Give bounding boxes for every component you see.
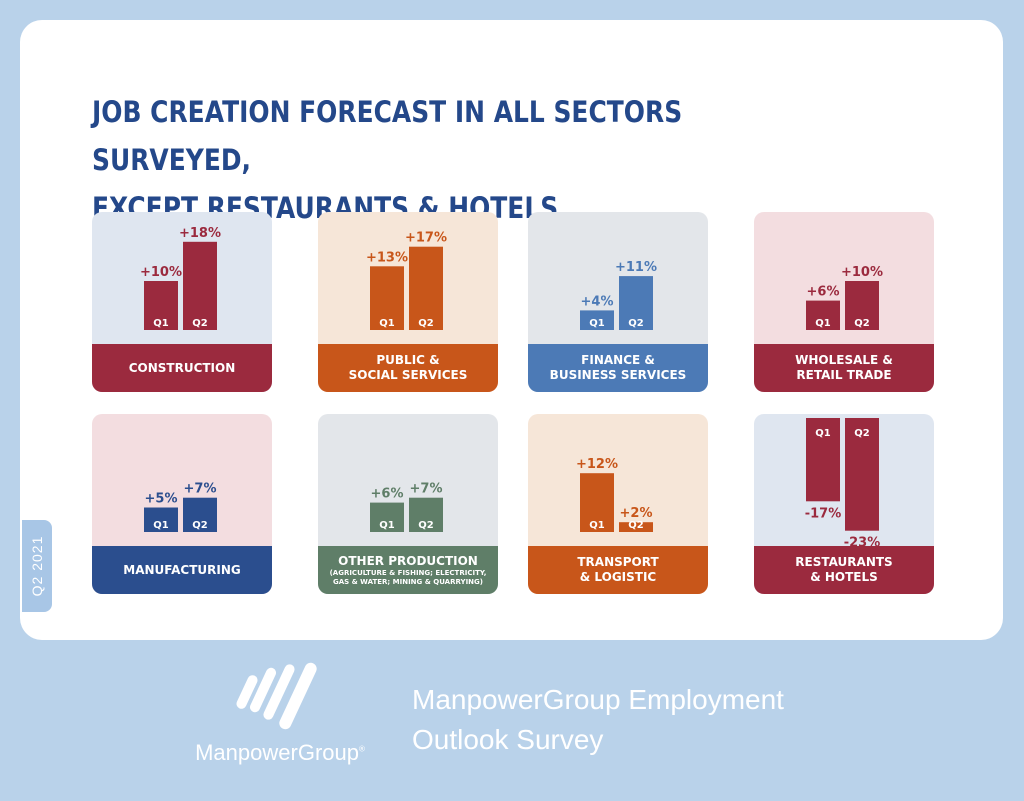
sector-label-line: RETAIL TRADE [796, 368, 892, 382]
bar-series-label: Q2 [628, 318, 644, 329]
bar-q2 [183, 241, 217, 330]
bar-series-label: Q1 [815, 318, 831, 329]
sector-panel: Q1 -17% Q2 -23% RESTAURANTS & HOTELS [754, 414, 934, 594]
bar-value-label: +2% [620, 506, 653, 521]
sector-bar-chart: Q1 +6% Q2 +7% [370, 482, 443, 532]
bar-q1 [806, 418, 840, 502]
sector-bar-chart: Q1 +13% Q2 +17% [366, 231, 447, 330]
bar-value-label: +6% [807, 285, 840, 300]
sector-bar-chart: Q1 +10% Q2 +18% [140, 226, 221, 330]
period-badge-text: Q2 2021 [29, 535, 45, 597]
sector-bar-chart: Q1 +4% Q2 +11% [580, 260, 657, 330]
bar-q2 [619, 276, 653, 330]
sector-panel: Q1 +6% Q2 +10% WHOLESALE & RETAIL TRADE [754, 212, 934, 392]
sector-panel: Q1 +5% Q2 +7% MANUFACTURING [92, 414, 272, 594]
survey-title-line-1: ManpowerGroup Employment [412, 684, 784, 715]
bar-series-label: Q1 [815, 428, 831, 439]
bar-value-label: +17% [405, 231, 447, 246]
sector-label-line: RESTAURANTS [795, 555, 893, 569]
bar-q1 [580, 473, 614, 532]
sector-bar-chart: Q1 +12% Q2+2% [576, 457, 653, 532]
sector-sublabel-line: (AGRICULTURE & FISHING; ELECTRICITY, [329, 568, 487, 577]
bar-q1 [580, 310, 614, 330]
bar-q1 [144, 507, 178, 532]
bar-value-label: -17% [805, 506, 842, 521]
bar-series-label: Q1 [379, 520, 395, 531]
sector-panel: Q1 +4% Q2 +11% FINANCE & BUSINESS SERVICES [528, 212, 708, 392]
sector-label: WHOLESALE & RETAIL TRADE [754, 344, 934, 392]
survey-title-line-2: Outlook Survey [412, 724, 604, 755]
bar-series-label: Q2 [628, 520, 644, 531]
bar-series-label: Q2 [192, 520, 208, 531]
bar-value-label: +12% [576, 457, 618, 472]
brand-name-text: ManpowerGroup [195, 740, 359, 765]
sector-label: OTHER PRODUCTION (AGRICULTURE & FISHING; … [318, 546, 498, 594]
bar-series-label: Q2 [854, 428, 870, 439]
sector-label: FINANCE & BUSINESS SERVICES [528, 344, 708, 392]
brand-name: ManpowerGroup® [170, 740, 390, 766]
bar-value-label: +5% [145, 492, 178, 507]
sector-panel: Q1 +12% Q2 +2% TRANSPORT & LOGISTIC [528, 414, 708, 594]
title-line-1: JOB CREATION FORECAST IN ALL SECTORS SUR… [92, 95, 683, 177]
sector-label-line: SOCIAL SERVICES [348, 368, 468, 382]
bar-series-label: Q1 [153, 318, 169, 329]
bar-q1 [144, 281, 178, 330]
sector-label: CONSTRUCTION [92, 344, 272, 392]
registered-mark: ® [358, 744, 365, 754]
bar-value-label: +10% [841, 265, 883, 280]
bar-q2 [409, 246, 443, 330]
bar-q1 [370, 502, 404, 532]
sector-label-line: MANUFACTURING [123, 562, 241, 577]
bar-value-label: +7% [184, 482, 217, 497]
sector-panel: Q1 +6% Q2 +7% OTHER PRODUCTION (AGRICULTURE &… [318, 414, 498, 594]
bar-series-label: Q1 [589, 520, 605, 531]
sector-label-line: WHOLESALE & [795, 353, 893, 367]
sector-label-line: OTHER PRODUCTION [338, 553, 478, 568]
sector-label: RESTAURANTS & HOTELS [754, 546, 934, 594]
bar-q2 [845, 281, 879, 330]
bar-value-label: +7% [410, 482, 443, 497]
brand-logo: ManpowerGroup® [170, 660, 390, 780]
sector-label-line: & HOTELS [810, 570, 878, 584]
page-title: JOB CREATION FORECAST IN ALL SECTORS SUR… [92, 88, 797, 232]
bar-series-label: Q2 [418, 520, 434, 531]
sector-bar-chart: Q1 +6% Q2 +10% [806, 265, 883, 330]
bar-series-label: Q1 [379, 318, 395, 329]
sector-label: MANUFACTURING [92, 546, 272, 594]
sector-panel: Q1 +13% Q2 +17% PUBLIC & SOCIAL SERVICES [318, 212, 498, 392]
bar-value-label: +6% [371, 487, 404, 502]
period-badge: Q2 2021 [22, 520, 52, 612]
bar-value-label: +4% [581, 294, 614, 309]
bar-value-label: +18% [179, 226, 221, 241]
bar-q2 [619, 522, 653, 532]
bar-series-label: Q2 [192, 318, 208, 329]
sector-label: PUBLIC & SOCIAL SERVICES [318, 344, 498, 392]
sector-sublabel-line: GAS & WATER; MINING & QUARRYING) [333, 577, 483, 586]
sector-bar-chart: Q1 +5% Q2 +7% [144, 482, 217, 532]
sector-label-line: CONSTRUCTION [128, 360, 236, 375]
bar-q1 [370, 266, 404, 330]
sector-label-line: TRANSPORT [577, 555, 659, 569]
sector-label-line: BUSINESS SERVICES [549, 368, 687, 382]
bar-series-label: Q2 [418, 318, 434, 329]
sector-panel: Q1 +10% Q2 +18% CONSTRUCTION [92, 212, 272, 392]
sector-label-line: PUBLIC & [376, 353, 440, 367]
bar-q2 [845, 418, 879, 531]
bar-series-label: Q1 [153, 520, 169, 531]
bar-q2 [409, 497, 443, 532]
bar-series-label: Q1 [589, 318, 605, 329]
sector-label-line: & LOGISTIC [579, 570, 657, 584]
bar-q1 [806, 300, 840, 330]
survey-title: ManpowerGroup Employment Outlook Survey [412, 680, 882, 760]
bar-series-label: Q2 [854, 318, 870, 329]
bar-value-label: +10% [140, 265, 182, 280]
sector-label-line: FINANCE & [581, 353, 655, 367]
bar-value-label: +11% [615, 260, 657, 275]
bar-q2 [183, 497, 217, 532]
sector-bar-chart: Q1-17%Q2-23% [805, 418, 880, 551]
bar-value-label: +13% [366, 250, 408, 265]
sector-label: TRANSPORT & LOGISTIC [528, 546, 708, 594]
manpowergroup-logo-icon [236, 662, 317, 730]
